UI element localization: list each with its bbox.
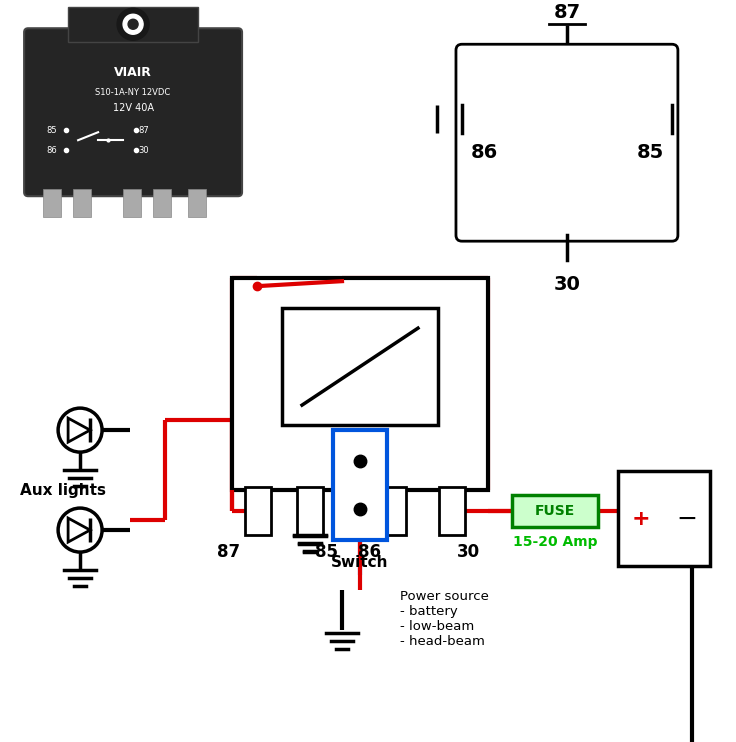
Bar [232, 278, 488, 490]
Text: VIAIR: VIAIR [114, 66, 152, 79]
Text: +: + [631, 508, 650, 528]
Bar [512, 495, 598, 527]
Bar [297, 487, 323, 535]
Text: 30: 30 [138, 145, 149, 155]
Text: 30: 30 [553, 275, 581, 294]
Text: −: − [676, 507, 698, 531]
Text: 86: 86 [470, 143, 498, 162]
Circle shape [117, 8, 149, 40]
Text: Switch: Switch [331, 555, 389, 570]
Text: 87: 87 [217, 543, 240, 561]
Bar [618, 471, 710, 566]
FancyBboxPatch shape [24, 28, 242, 196]
Text: S10-1A-NY 12VDC: S10-1A-NY 12VDC [96, 88, 171, 96]
Text: Aux lights: Aux lights [20, 482, 106, 498]
Text: FUSE: FUSE [535, 504, 575, 518]
Text: 85: 85 [46, 125, 57, 135]
Bar [73, 189, 91, 217]
Bar [188, 189, 206, 217]
Bar [68, 7, 198, 42]
Text: 86: 86 [46, 145, 57, 155]
Circle shape [128, 19, 138, 29]
Bar [439, 487, 465, 535]
Bar [333, 430, 387, 540]
Bar [380, 487, 406, 535]
Bar [43, 189, 61, 217]
Text: 15-20 Amp: 15-20 Amp [513, 535, 597, 549]
Text: Relay: Relay [333, 453, 388, 471]
Text: 30: 30 [457, 543, 480, 561]
Text: 86: 86 [358, 543, 381, 561]
Text: 87: 87 [138, 125, 149, 135]
Bar [245, 487, 271, 535]
Circle shape [123, 14, 143, 34]
Bar [153, 189, 171, 217]
Text: 85: 85 [637, 143, 664, 162]
Text: 12V 40A: 12V 40A [113, 103, 154, 114]
FancyBboxPatch shape [456, 45, 678, 241]
Bar [123, 189, 141, 217]
Bar [282, 308, 438, 425]
Text: 85: 85 [315, 543, 338, 561]
Text: Power source
- battery
- low-beam
- head-beam: Power source - battery - low-beam - head… [400, 590, 489, 648]
Text: 87: 87 [553, 3, 581, 22]
